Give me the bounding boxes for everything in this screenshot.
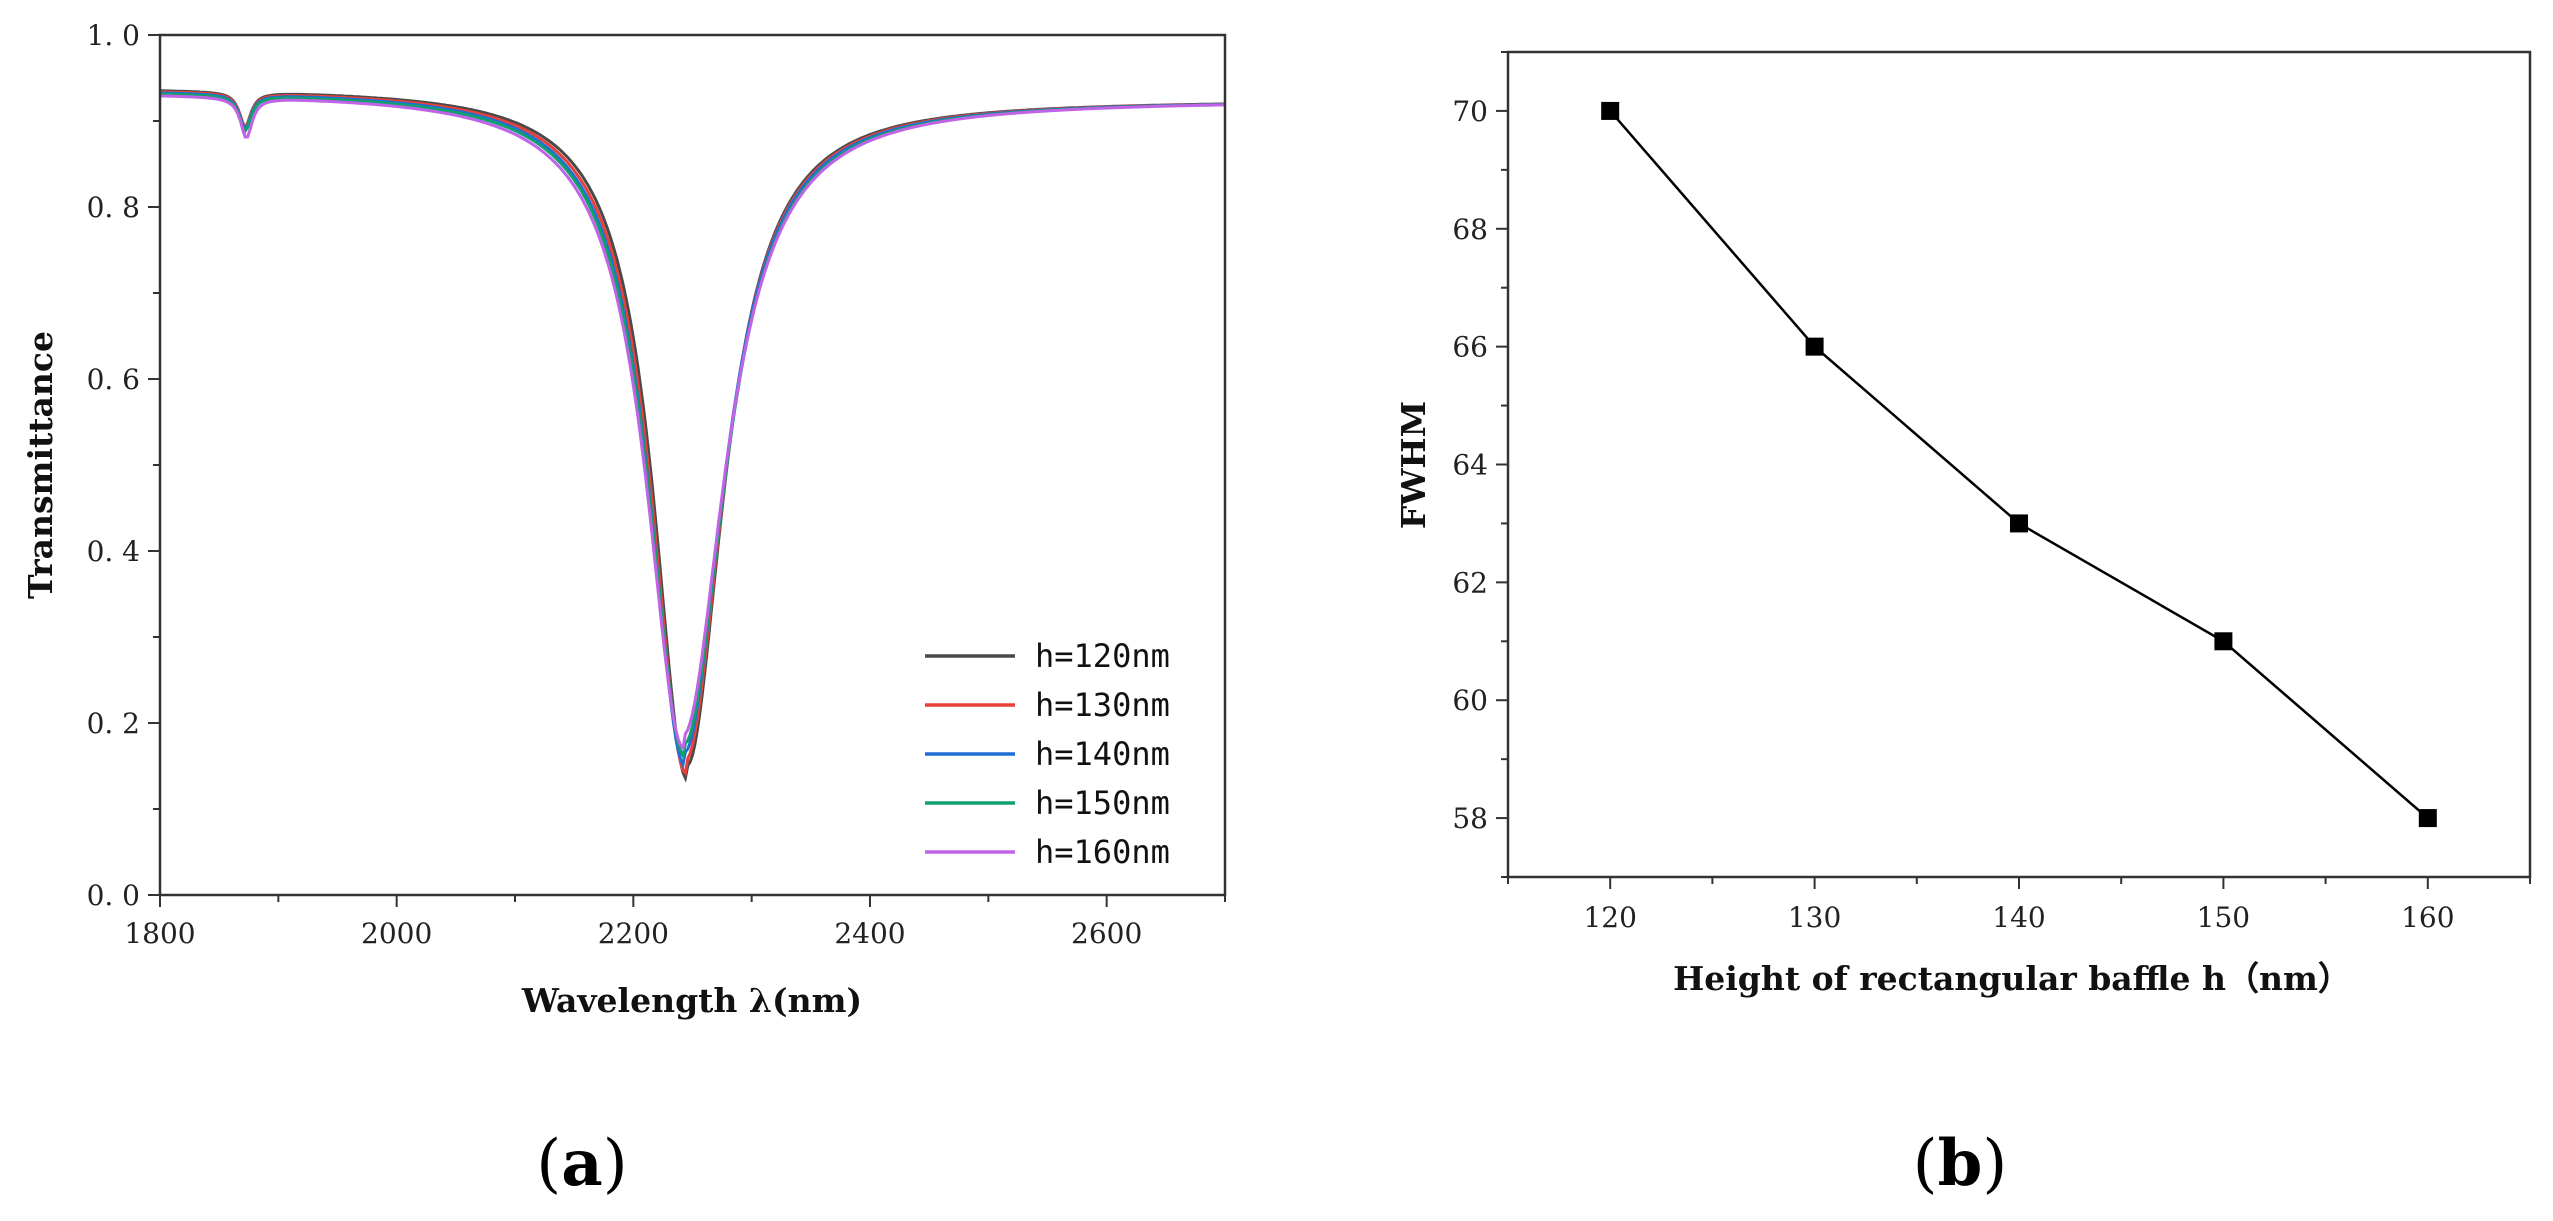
x-tick-label: 150 [2197,901,2250,934]
data-point [2418,809,2437,828]
x-tick-label: 140 [1992,901,2045,934]
data-point [1805,337,1824,356]
y-tick-label: 68 [1452,213,1488,246]
panel-label-a: (a) [536,1126,627,1201]
x-tick-label: 2200 [598,917,669,950]
y-tick-label: 64 [1452,449,1488,482]
chart-a: 1800 2000 2200 2400 2600 0. 00. 20. 40. 60. … [21,19,1227,1201]
chart-b-frame [1506,50,2532,879]
x-tick-label: 2000 [361,917,432,950]
y-tick-label: 0. 4 [87,535,140,568]
y-axis-title: Transmittance [21,331,60,599]
y-tick-label: 0. 2 [87,707,140,740]
fwhm-series [1601,101,2437,828]
data-point [2010,514,2028,533]
x-tick-label: 160 [2401,901,2454,934]
y-tick-label: 0. 0 [87,879,140,912]
legend-label: h=120nm [1035,637,1170,675]
data-point [1601,101,1620,120]
y-tick-label: 62 [1452,566,1488,599]
data-point [2214,632,2233,651]
chart-b: 120 130 140 150 160 58 60 62 64 66 68 70 Height of… [1394,50,2532,1201]
x-axis-ticks: 1800 2000 2200 2400 2600 [124,895,1226,950]
y-tick-label: 70 [1452,95,1488,128]
x-tick-label: 1800 [124,917,195,950]
x-tick-label: 120 [1583,901,1636,934]
y-axis-ticks: 0. 0 0. 2 0. 4 0. 6 0. 8 1. 0 [87,19,160,912]
x-axis-title: Wavelength λ(nm) [521,981,862,1020]
x-tick-label: 130 [1788,901,1841,934]
legend-label: h=160nm [1035,833,1170,871]
legend-label: h=130nm [1035,686,1170,724]
y-axis-ticks: 58 60 62 64 66 68 70 [1452,51,1508,878]
y-tick-label: 0. 8 [87,191,140,224]
y-tick-label: 58 [1452,802,1488,835]
x-tick-label: 2600 [1071,917,1142,950]
legend-label: h=140nm [1035,735,1170,773]
series-line-h=160nm [160,94,1225,752]
y-tick-label: 0. 6 [87,363,140,396]
legend-label: h=150nm [1035,784,1170,822]
panel-label-b: (b) [1913,1126,2008,1201]
x-axis-title: Height of rectangular baffle h（nm） [1673,959,2351,998]
x-axis-ticks: 120 130 140 150 160 [1507,877,2531,934]
legend: h=120nm h=130nm h=140nm h=150nm h=160nm [925,637,1170,871]
y-tick-label: 60 [1452,684,1488,717]
x-tick-label: 2400 [834,917,905,950]
y-axis-title: FWHM [1394,401,1433,529]
y-tick-label: 66 [1452,331,1488,364]
fwhm-line [1609,110,2429,820]
transmittance-curves [160,89,1225,783]
y-tick-label: 1. 0 [87,19,140,52]
